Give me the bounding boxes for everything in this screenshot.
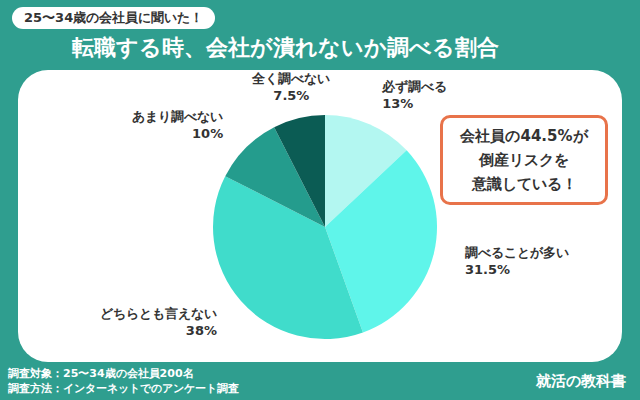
html-text:調査方法：インターネットでのアンケート調査: 調査方法：インターネットでのアンケート調査 <box>8 382 239 395</box>
html-text:意識している！: 意識している！ <box>471 175 577 193</box>
html-text:就活の教科書: 就活の教科書 <box>536 372 626 390</box>
svg-text:どちらとも言えない38%: どちらとも言えない38% <box>100 306 217 338</box>
html-text:会社員の44.5%が: 会社員の44.5%が <box>460 127 588 145</box>
html-text:倒産リスクを: 倒産リスクを <box>479 151 569 169</box>
html-text:調査対象：25〜34歳の会社員200名: 調査対象：25〜34歳の会社員200名 <box>8 367 194 380</box>
html-text:転職する時、会社が潰れないか調べる割合: 転職する時、会社が潰れないか調べる割合 <box>72 35 499 60</box>
svg-text:あまり調べない10%: あまり調べない10% <box>132 109 223 141</box>
svg-text:全く調べない7.5%: 全く調べない7.5% <box>251 71 330 103</box>
html-text:25〜34歳の会社員に聞いた！: 25〜34歳の会社員に聞いた！ <box>24 10 204 25</box>
svg-text:調べることが多い31.5%: 調べることが多い31.5% <box>465 245 569 277</box>
svg-text:必ず調べる13%: 必ず調べる13% <box>381 79 447 111</box>
